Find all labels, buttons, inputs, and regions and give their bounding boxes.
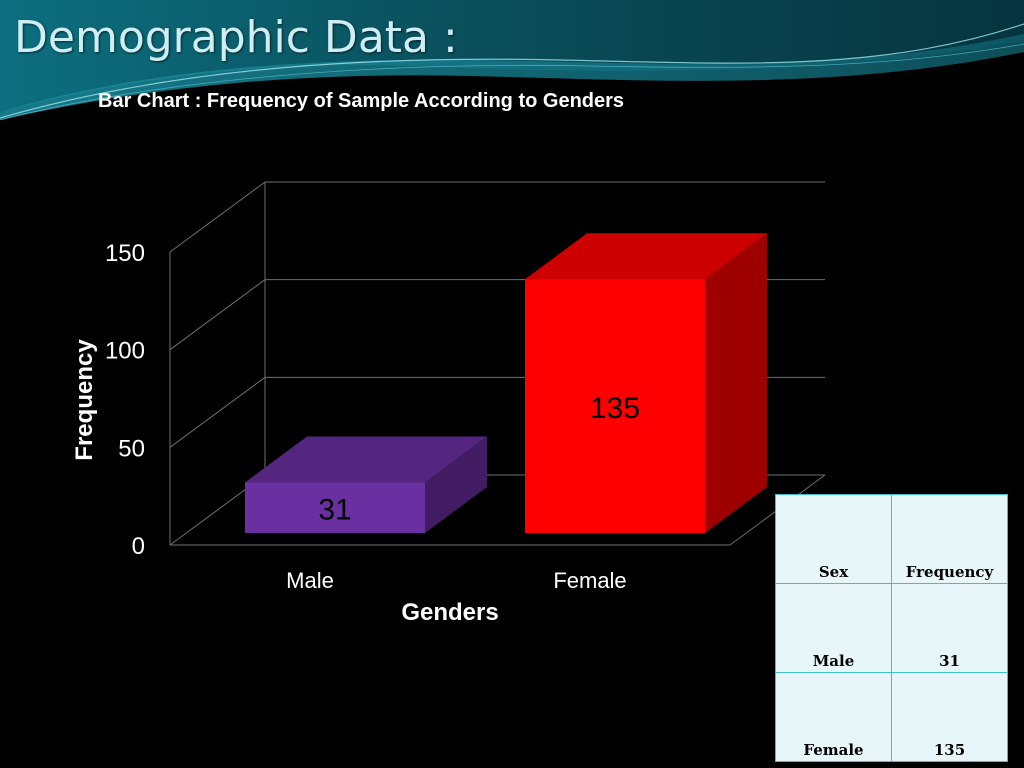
bar-front-male: [245, 482, 425, 533]
table-header-sex: Sex: [775, 494, 892, 584]
y-tick-label: 0: [132, 533, 145, 560]
table-header-row: Sex Frequency: [775, 494, 1008, 584]
x-axis-title: Genders: [401, 599, 498, 626]
gridline-side: [169, 376, 266, 448]
table-row: Female 135: [775, 672, 1008, 762]
chart-bars: [245, 233, 767, 534]
slide-title: Demographic Data :: [14, 12, 458, 63]
x-tick-label: Male: [286, 568, 334, 593]
bar-front-female: [525, 279, 705, 533]
table-header-frequency: Frequency: [891, 494, 1008, 584]
y-tick-label: 50: [118, 435, 145, 462]
gridline-side: [169, 181, 266, 253]
y-tick-label: 100: [105, 338, 145, 365]
bar-side-male: [425, 436, 487, 533]
bar-side-female: [705, 233, 767, 534]
table-row: Male 31: [775, 583, 1008, 673]
gridline-side: [169, 279, 266, 351]
y-axis-title: Frequency: [71, 339, 98, 461]
header-wave-banner: [0, 0, 1024, 120]
table-cell-frequency: 135: [891, 672, 1008, 762]
chart-title: Bar Chart : Frequency of Sample Accordin…: [98, 90, 625, 112]
table-cell-sex: Male: [775, 583, 892, 673]
x-tick-label: Female: [553, 568, 626, 593]
bar-top-male: [245, 436, 487, 483]
bar-top-female: [525, 233, 767, 280]
y-tick-label: 150: [105, 240, 145, 267]
frequency-table: Sex Frequency Male 31 Female 135: [775, 494, 1008, 762]
table-cell-frequency: 31: [891, 583, 1008, 673]
table-cell-sex: Female: [775, 672, 892, 762]
chart-labels: 0 50 100 150 31 Male 135 Female Genders Frequency: [71, 240, 640, 626]
data-label: 31: [318, 494, 351, 527]
data-label: 135: [590, 392, 640, 425]
